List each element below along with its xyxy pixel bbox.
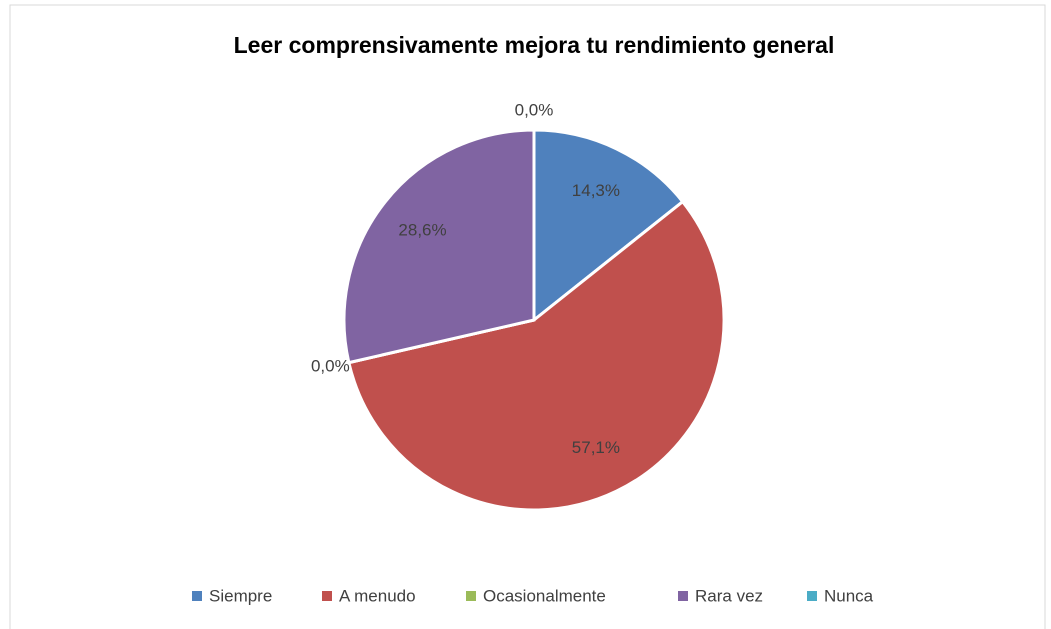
chart-title: Leer comprensivamente mejora tu rendimie…: [234, 32, 835, 58]
legend-label: Ocasionalmente: [483, 586, 606, 605]
pie-slice: [342, 128, 536, 365]
legend-swatch: [192, 591, 202, 601]
legend-label: Siempre: [209, 586, 272, 605]
legend-swatch: [678, 591, 688, 601]
data-label: 28,6%: [398, 221, 446, 240]
pie-slice: [347, 199, 726, 512]
data-label: 57,1%: [572, 438, 620, 457]
data-label: 0,0%: [311, 356, 350, 375]
legend-label: Rara vez: [695, 586, 763, 605]
data-label: 0,0%: [515, 100, 554, 119]
data-label: 14,3%: [572, 181, 620, 200]
legend-swatch: [466, 591, 476, 601]
legend-label: A menudo: [339, 586, 416, 605]
pie-slice: [532, 128, 685, 324]
legend-label: Nunca: [824, 586, 874, 605]
legend-swatch: [807, 591, 817, 601]
legend-swatch: [322, 591, 332, 601]
